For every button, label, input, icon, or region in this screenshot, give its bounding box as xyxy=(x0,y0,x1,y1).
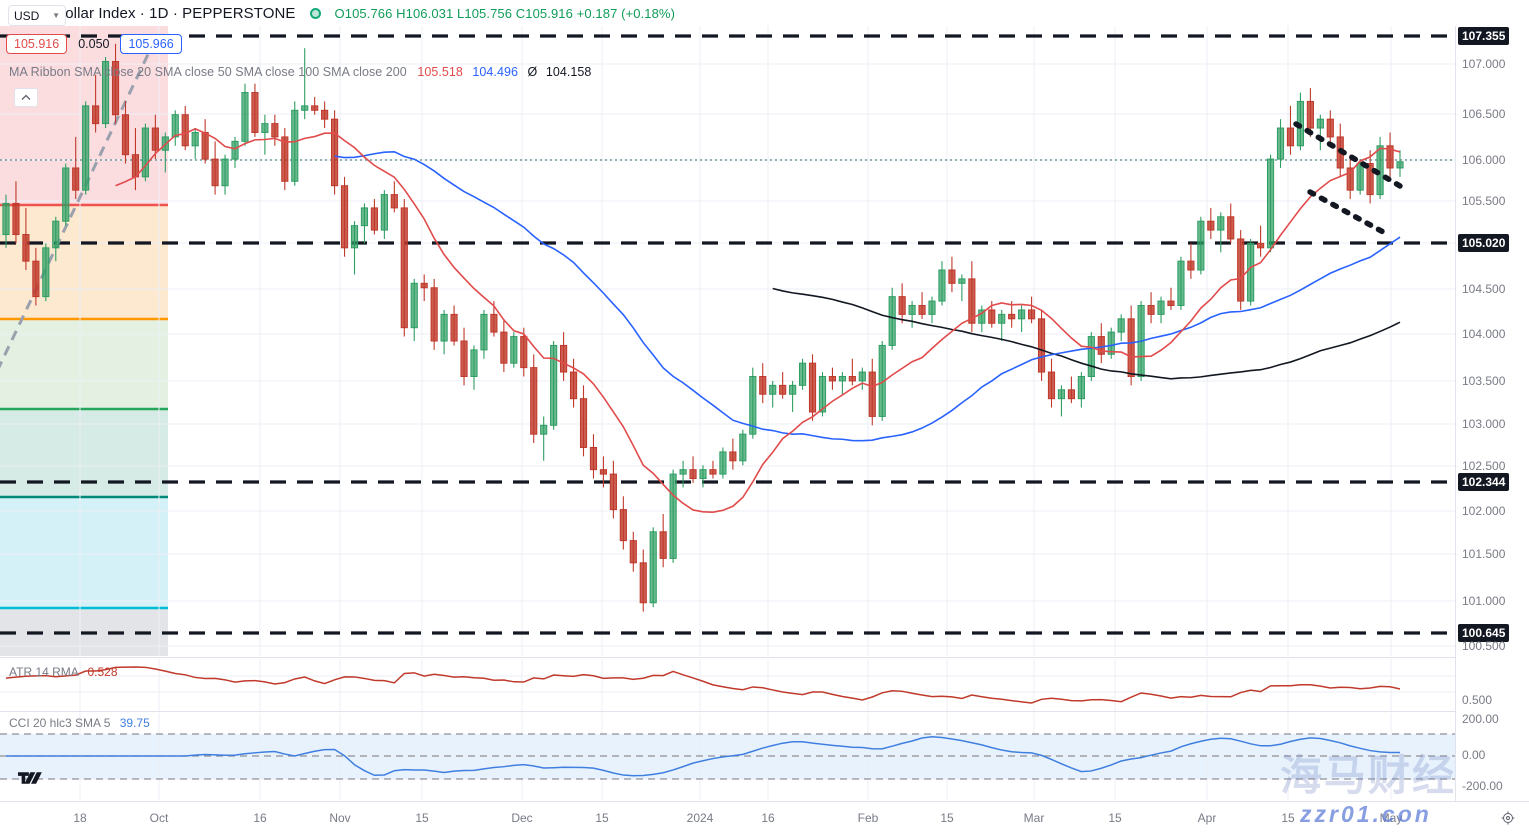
time-axis-label: Dec xyxy=(511,811,533,825)
time-axis-label: 15 xyxy=(1108,811,1122,825)
time-axis[interactable]: 18 Oct 16 Nov 15 Dec 15 2024 16 Feb 15 Mar 15 Apr 15 Ma… xyxy=(0,801,1529,833)
price-axis-label: 101.500 xyxy=(1462,547,1506,561)
time-axis-label: 16 xyxy=(761,811,775,825)
symbol-title[interactable]: US Dollar Index · 1D · PEPPERSTONE xyxy=(29,4,296,22)
time-axis-label: 15 xyxy=(1281,811,1295,825)
ma-avg-symbol: Ø xyxy=(527,65,538,79)
ma-value-black: 104.158 xyxy=(545,65,592,79)
price-flag-row: 105.916 0.050 105.966 xyxy=(6,34,182,54)
price-axis-label-highlight: 107.355 xyxy=(1458,27,1510,45)
price-axis[interactable]: 107.355 107.000 106.500 106.000 105.500 105.0… xyxy=(1455,0,1529,801)
atr-line xyxy=(5,666,1401,704)
cci-value: 39.75 xyxy=(119,716,150,730)
chart-header: S US Dollar Index · 1D · PEPPERSTONE O10… xyxy=(0,0,1529,26)
price-axis-label: 102.500 xyxy=(1462,459,1506,473)
time-axis-label: Apr xyxy=(1197,811,1217,825)
price-axis-label: -200.00 xyxy=(1462,779,1503,793)
atr-chart-svg xyxy=(0,659,1455,711)
chevron-down-icon: ▼ xyxy=(52,11,60,20)
sma-50-line xyxy=(334,150,1401,442)
time-axis-label: 15 xyxy=(595,811,609,825)
triangle-pattern xyxy=(1293,121,1403,236)
time-axis-label: May xyxy=(1379,811,1403,825)
currency-label: USD xyxy=(14,8,40,23)
time-axis-label: 15 xyxy=(415,811,429,825)
ask-price-flag[interactable]: 105.966 xyxy=(120,34,182,54)
price-chart-svg xyxy=(0,26,1455,656)
cci-title: CCI 20 hlc3 SMA 5 xyxy=(9,716,111,730)
time-axis-label: 2024 xyxy=(686,811,714,825)
pane-divider-cci xyxy=(0,711,1529,712)
price-axis-label: 103.500 xyxy=(1462,374,1506,388)
price-axis-label: 104.000 xyxy=(1462,327,1506,341)
price-axis-label: 106.000 xyxy=(1462,153,1506,167)
price-axis-label: 0.00 xyxy=(1462,748,1486,762)
pane-divider-atr xyxy=(0,657,1529,658)
time-axis-label: 18 xyxy=(73,811,87,825)
price-axis-label: 107.000 xyxy=(1462,57,1506,71)
price-axis-label-highlight: 102.344 xyxy=(1458,473,1510,491)
cci-legend: CCI 20 hlc3 SMA 5 39.75 xyxy=(9,716,150,730)
ohlc-values: O105.766 H106.031 L105.756 C105.916 +0.1… xyxy=(334,5,676,21)
price-axis-label: 103.000 xyxy=(1462,417,1506,431)
ma-ribbon-legend[interactable]: MA Ribbon SMA close 20 SMA close 50 SMA … xyxy=(9,65,591,79)
ma-ribbon-title: MA Ribbon SMA close 20 SMA close 50 SMA … xyxy=(9,65,407,79)
time-axis-label: Feb xyxy=(857,811,879,825)
watermark-url: zzr01.con xyxy=(1300,801,1432,827)
price-axis-label: 105.500 xyxy=(1462,194,1506,208)
ma-value-blue: 104.496 xyxy=(472,65,518,79)
time-axis-label: 16 xyxy=(253,811,267,825)
time-axis-label: Nov xyxy=(329,811,351,825)
time-axis-label: 15 xyxy=(940,811,954,825)
atr-legend: ATR 14 RMA 0.528 xyxy=(9,665,118,679)
chevron-up-icon xyxy=(21,94,31,100)
atr-value: 0.528 xyxy=(87,665,118,679)
currency-selector[interactable]: USD ▼ xyxy=(8,5,66,26)
collapse-pane-button[interactable] xyxy=(14,88,38,107)
live-status-icon xyxy=(309,7,321,19)
price-axis-label-highlight: 105.020 xyxy=(1458,234,1510,252)
bid-price-flag[interactable]: 105.916 xyxy=(6,34,68,54)
ma-value-red: 105.518 xyxy=(417,65,463,79)
time-axis-label: Mar xyxy=(1023,811,1045,825)
gear-icon[interactable] xyxy=(1501,811,1515,825)
price-axis-label: 104.500 xyxy=(1462,282,1506,296)
price-axis-label: 101.000 xyxy=(1462,594,1506,608)
price-axis-label: 106.500 xyxy=(1462,107,1506,121)
price-axis-label-highlight: 100.645 xyxy=(1458,624,1510,642)
cci-pane[interactable]: CCI 20 hlc3 SMA 5 39.75 xyxy=(0,713,1455,800)
atr-title: ATR 14 RMA xyxy=(9,665,79,679)
price-axis-label: 200.00 xyxy=(1462,712,1499,726)
main-price-pane[interactable] xyxy=(0,26,1455,656)
sma-200-line xyxy=(772,287,1401,380)
tradingview-logo-icon[interactable] xyxy=(18,770,44,786)
price-axis-label: 0.500 xyxy=(1462,693,1493,707)
cci-chart-svg xyxy=(0,713,1455,800)
watermark-brand: 海马财经 xyxy=(1280,751,1457,800)
cci-line xyxy=(6,736,1401,777)
price-axis-label: 102.000 xyxy=(1462,504,1506,518)
price-axis-label: 100.500 xyxy=(1462,639,1506,653)
candlestick-series xyxy=(2,43,1404,612)
time-axis-label: Oct xyxy=(149,811,169,825)
sma-20-line xyxy=(115,127,1401,513)
atr-pane[interactable]: ATR 14 RMA 0.528 xyxy=(0,659,1455,711)
spread-value: 0.050 xyxy=(78,37,110,51)
